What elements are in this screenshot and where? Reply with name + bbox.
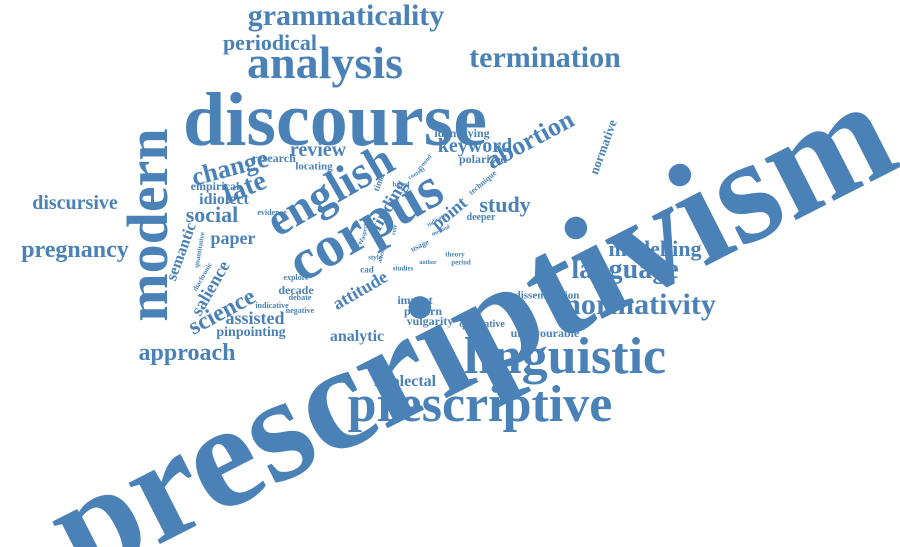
word-author: author <box>419 260 437 266</box>
word-paper: paper <box>210 228 256 248</box>
word-style: style <box>368 253 382 262</box>
word-grammaticality: grammaticality <box>247 0 445 32</box>
word-identifying: identifying <box>434 126 490 140</box>
word-pregnancy: pregnancy <box>21 237 129 263</box>
word-pattern: pattern <box>404 304 442 318</box>
word-debate: debate <box>288 293 312 302</box>
word-cad: cad <box>360 264 374 275</box>
word-vulgarity: vulgarity <box>406 314 454 328</box>
word-period: period <box>451 258 471 267</box>
word-based: based <box>392 180 410 189</box>
word-dissemination: dissemination <box>514 289 580 302</box>
word-normativity: normativity <box>564 288 716 321</box>
word-discourse: discourse <box>183 78 487 162</box>
word-empirical: empirical <box>190 179 240 193</box>
word-keyword: keyword <box>437 135 513 157</box>
word-qualitative: qualitative <box>459 319 505 330</box>
word-modelling: modelling <box>608 236 702 261</box>
word-prescriptive: prescriptive <box>347 376 613 433</box>
word-unfavourable: unfavourable <box>510 326 580 340</box>
word-assisted: assisted <box>225 308 285 328</box>
word-termination: termination <box>469 41 621 74</box>
word-deeper: deeper <box>466 212 496 223</box>
word-negative: negative <box>285 306 315 315</box>
word-analysis: analysis <box>247 37 403 88</box>
word-periodical: periodical <box>222 30 318 55</box>
word-language: language <box>571 254 679 285</box>
word-research: research <box>252 151 296 165</box>
word-social: social <box>185 202 239 227</box>
word-analytic: analytic <box>329 328 385 345</box>
word-review: review <box>289 139 347 161</box>
word-impact: impact <box>397 293 433 307</box>
word-decade: decade <box>278 283 314 297</box>
word-idiolectal: idiolectal <box>373 373 437 390</box>
word-polarized: polarized <box>459 152 507 166</box>
word-study: study <box>479 192 531 217</box>
word-idiolect: idiolect <box>199 191 249 208</box>
word-linguistic: linguistic <box>463 328 667 385</box>
word-theory: theory <box>445 250 465 259</box>
word-modern: modern <box>115 128 180 322</box>
word-approach: approach <box>138 340 236 366</box>
word-usage: usage <box>409 237 431 254</box>
word-explore: explore <box>283 273 309 282</box>
word-evidence: evidence <box>257 208 287 217</box>
word-pinpointing: pinpointing <box>216 325 286 340</box>
word-locating: locating <box>295 160 333 173</box>
word-indicative: indicative <box>255 301 289 310</box>
word-studies: studies <box>392 264 414 273</box>
word-discursive: discursive <box>32 192 118 214</box>
